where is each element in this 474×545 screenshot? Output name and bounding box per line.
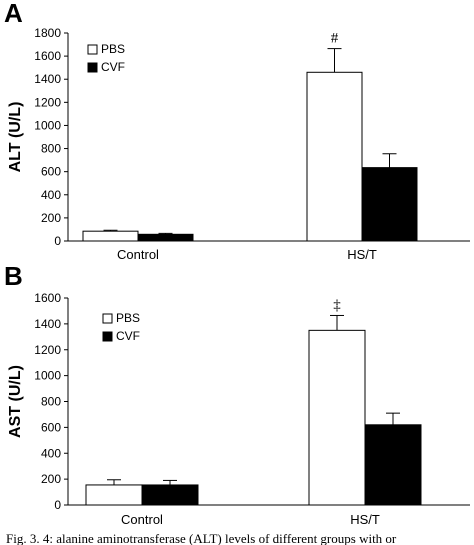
legend-label-cvf: CVF [101,60,125,74]
x-tick-label: Control [121,512,163,527]
bar-cvf-hst [361,167,418,242]
figure-caption: Fig. 3. 4: alanine aminotransferase (ALT… [6,531,397,545]
y-tick-label: 1400 [34,317,61,331]
bar-pbs-control [82,230,139,242]
bar-pbs-hst [306,71,363,242]
bar-cvf-control [141,484,199,506]
y-tick-label: 1600 [34,49,61,63]
legend-swatch-cvf [87,62,98,73]
y-tick-label: 1800 [34,26,61,40]
y-axis-label: AST (U/L) [7,365,24,438]
legend-swatch-pbs [87,44,98,55]
y-tick-label: 1000 [34,369,61,383]
y-tick-label: 0 [54,498,61,512]
y-tick-label: 400 [41,188,61,202]
panel-letter: B [4,261,23,291]
y-tick-label: 200 [41,211,61,225]
x-tick-label: Control [117,247,159,262]
y-tick-label: 800 [41,142,61,156]
panel-b: B 0 200 400 600 800 1000 1200 1400 1600 AST (U/L) C… [4,261,470,527]
y-tick-label: 800 [41,395,61,409]
y-tick-label: 1200 [34,95,61,109]
legend-label-cvf: CVF [116,329,140,343]
y-axis-label: ALT (U/L) [7,102,24,173]
significance-annotation: # [331,31,339,47]
panel-letter: A [4,0,23,28]
y-tick-label: 600 [41,165,61,179]
y-tick-label: 1600 [34,291,61,305]
y-tick-label: 0 [54,234,61,248]
y-tick-label: 400 [41,446,61,460]
y-tick-label: 200 [41,472,61,486]
bar-pbs-hst [308,329,366,506]
legend-label-pbs: PBS [101,42,125,56]
x-tick-label: HS/T [347,247,377,262]
y-tick-label: 600 [41,420,61,434]
legend-label-pbs: PBS [116,311,140,325]
y-tick-label: 1200 [34,343,61,357]
bar-cvf-control [137,233,194,242]
x-tick-label: HS/T [350,512,380,527]
significance-annotation: ‡ [333,297,341,313]
legend-swatch-cvf [102,331,113,342]
bar-cvf-hst [364,424,422,506]
legend-swatch-pbs [102,313,113,324]
panel-a: A 0 200 400 600 800 1000 1200 1400 1600 1800 ALT (U… [4,0,470,262]
bar-pbs-control [85,484,143,506]
y-tick-label: 1000 [34,118,61,132]
y-tick-label: 1400 [34,72,61,86]
